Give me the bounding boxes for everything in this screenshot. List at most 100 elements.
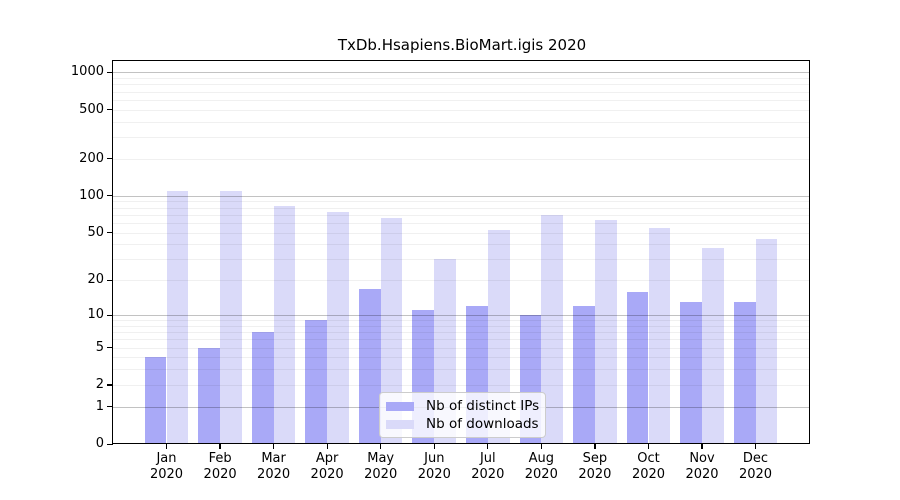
minor-gridline: [113, 109, 810, 111]
x-tick-label: Mar 2020: [242, 451, 306, 483]
x-tick-mark: [433, 444, 435, 449]
x-tick-label: Apr 2020: [295, 451, 359, 483]
y-tick-mark: [107, 279, 113, 281]
bar-nb-of-distinct-ips-mar-2020: [251, 332, 274, 444]
y-tick-mark: [107, 158, 113, 160]
x-tick-label: Oct 2020: [617, 451, 681, 483]
y-tick-label: 20: [87, 272, 104, 288]
x-tick-label-line: 2020: [471, 467, 505, 482]
x-tick-mark: [219, 444, 221, 449]
minor-gridline: [113, 369, 810, 371]
y-tick-label: 5: [95, 339, 104, 355]
x-tick-label-line: Dec: [742, 451, 769, 466]
x-tick-label-line: Sep: [582, 451, 608, 466]
y-tick-label: 0: [95, 436, 104, 451]
x-tick-mark: [165, 444, 168, 449]
bar-nb-of-downloads-may-2020: [380, 217, 403, 444]
x-tick-mark: [487, 444, 489, 449]
y-tick-label: 500: [79, 101, 104, 117]
minor-gridline: [113, 259, 810, 261]
x-tick-label-line: 2020: [257, 467, 291, 482]
minor-gridline: [113, 244, 810, 246]
x-tick-label-line: 2020: [149, 467, 184, 482]
x-tick-mark: [701, 444, 703, 449]
x-tick-label: Feb 2020: [188, 451, 252, 483]
legend-label-distinct-ips: Nb of distinct IPs: [426, 398, 540, 414]
y-tick-mark: [107, 195, 113, 197]
x-tick-label-line: Jun: [424, 451, 445, 466]
y-tick-label: 100: [79, 187, 104, 203]
y-tick-label: 1000: [70, 64, 104, 80]
legend: Nb of distinct IPs Nb of downloads: [379, 392, 546, 438]
minor-gridline: [113, 84, 810, 86]
x-tick-label: Jul 2020: [456, 451, 520, 483]
bar-nb-of-downloads-mar-2020: [273, 206, 296, 444]
x-tick-label-line: 2020: [631, 467, 666, 482]
bar-nb-of-downloads-jan-2020: [166, 190, 189, 444]
y-tick-label: 1: [95, 398, 104, 414]
y-tick-mark: [107, 443, 113, 445]
bar-nb-of-distinct-ips-jan-2020: [144, 357, 167, 444]
y-tick-mark: [107, 384, 113, 386]
x-tick-mark: [647, 444, 650, 449]
x-tick-label-line: Jul: [479, 451, 496, 466]
minor-gridline: [113, 137, 810, 138]
minor-gridline: [113, 201, 810, 203]
minor-gridline: [113, 280, 810, 282]
chart-title: TxDb.Hsapiens.BioMart.igis 2020: [337, 36, 587, 54]
y-tick-mark: [107, 347, 113, 349]
y-tick-mark: [107, 71, 113, 74]
x-tick-label-line: Mar: [261, 451, 286, 466]
minor-gridline: [113, 158, 810, 160]
x-tick-label-line: 2020: [578, 467, 612, 482]
x-tick-label-line: 2020: [203, 467, 237, 482]
minor-gridline: [113, 332, 810, 334]
minor-gridline: [113, 339, 810, 341]
minor-gridline: [113, 232, 810, 234]
minor-gridline: [113, 320, 810, 322]
minor-gridline: [113, 207, 810, 209]
x-tick-label-line: 2020: [364, 467, 398, 482]
x-tick-mark: [380, 444, 382, 449]
x-tick-mark: [594, 444, 596, 449]
minor-gridline: [113, 222, 810, 224]
legend-item-downloads: Nb of downloads: [386, 415, 539, 433]
x-tick-label-line: 2020: [417, 467, 451, 482]
y-tick-label: 50: [87, 224, 104, 240]
x-tick-label-line: 2020: [738, 467, 773, 482]
bar-nb-of-downloads-sep-2020: [594, 220, 617, 444]
major-gridline: [113, 195, 810, 197]
y-tick-label: 10: [87, 307, 104, 322]
bar-nb-of-downloads-dec-2020: [755, 239, 778, 444]
minor-gridline: [113, 214, 810, 216]
x-tick-label: May 2020: [349, 451, 413, 483]
bar-nb-of-distinct-ips-oct-2020: [626, 291, 649, 444]
x-tick-label-line: Nov: [689, 451, 715, 466]
major-gridline: [113, 315, 810, 316]
x-tick-label-line: Oct: [637, 451, 660, 466]
bar-nb-of-downloads-feb-2020: [220, 190, 242, 444]
bar-nb-of-downloads-nov-2020: [702, 248, 724, 444]
x-tick-label: Nov 2020: [670, 451, 734, 483]
legend-swatch-downloads: [386, 419, 414, 429]
minor-gridline: [113, 91, 810, 93]
major-gridline: [113, 72, 810, 74]
x-tick-mark: [540, 444, 542, 449]
y-tick-mark: [107, 232, 113, 234]
y-tick-label: 200: [79, 150, 104, 166]
minor-gridline: [113, 384, 810, 386]
x-tick-label-line: 2020: [524, 467, 558, 482]
bar-nb-of-distinct-ips-dec-2020: [733, 302, 756, 444]
x-tick-label: Jun 2020: [402, 451, 466, 483]
minor-gridline: [113, 121, 810, 123]
x-tick-label: Dec 2020: [724, 451, 788, 483]
bar-nb-of-distinct-ips-apr-2020: [305, 320, 328, 444]
x-tick-mark: [326, 444, 328, 449]
x-tick-label-line: Jan: [156, 451, 177, 466]
bar-nb-of-distinct-ips-feb-2020: [198, 347, 221, 444]
y-tick-mark: [107, 314, 113, 316]
x-tick-label-line: 2020: [310, 467, 344, 482]
minor-gridline: [113, 325, 810, 327]
